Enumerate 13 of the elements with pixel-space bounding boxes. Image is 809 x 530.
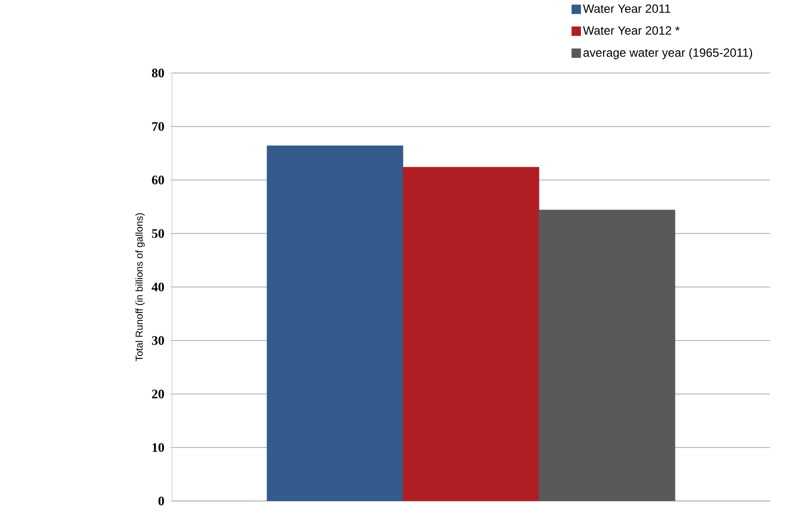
- y-tick-label: 30: [152, 336, 164, 345]
- y-tick-label: 0: [158, 496, 164, 506]
- y-tick-label: 40: [152, 282, 164, 292]
- y-tick-label: 60: [152, 176, 164, 184]
- legend-label: Water Year 2011: [582, 4, 670, 13]
- legend-label: Water Year 2012 *: [582, 26, 680, 35]
- y-tick-label: 70: [152, 122, 164, 131]
- legend-label: average water year (1965-2011): [583, 48, 752, 60]
- y-tick-label: 20: [152, 390, 164, 398]
- y-tick-label: 10: [152, 443, 164, 452]
- y-tick-label: 80: [152, 68, 164, 78]
- y-tick-label: 50: [152, 229, 164, 238]
- y-axis-title: Total Runoff (in billions of gallons): [135, 213, 145, 362]
